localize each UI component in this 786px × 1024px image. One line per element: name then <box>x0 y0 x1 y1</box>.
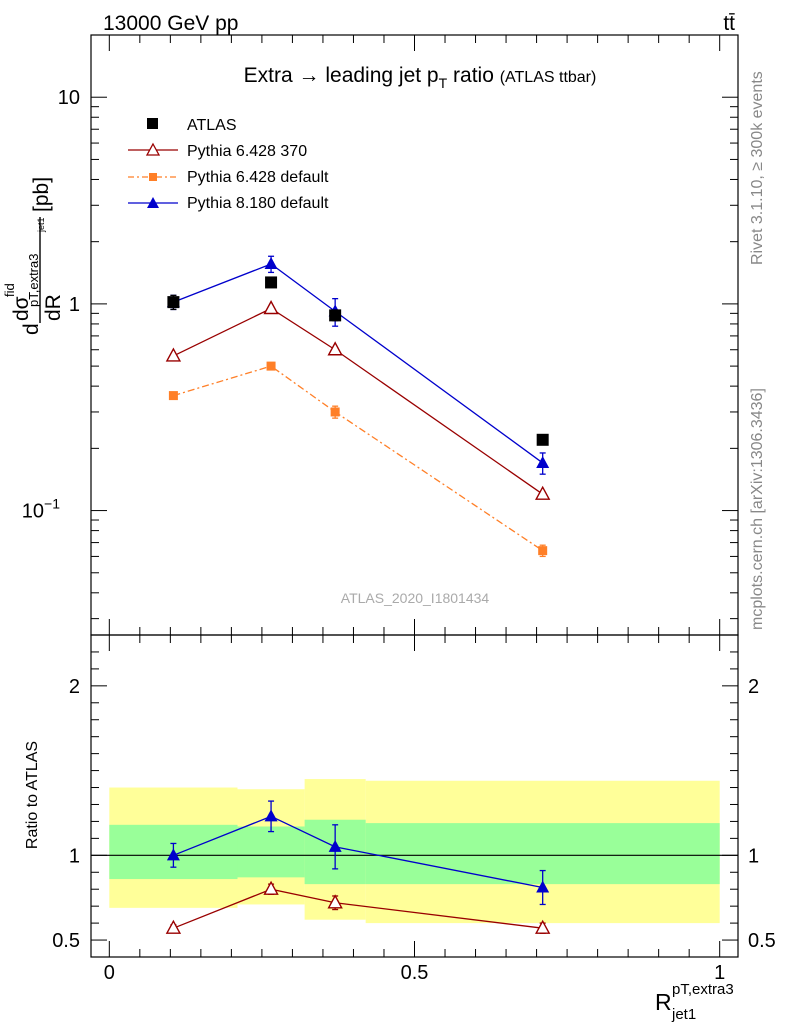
title-arrow: → <box>299 64 320 87</box>
ratio-point-pythia6_370 <box>535 919 551 934</box>
ratio-line-pythia8 <box>173 815 543 889</box>
main-point-atlas <box>265 276 278 289</box>
main-point-pythia8 <box>536 455 550 468</box>
ratio-point-pythia6_370 <box>263 880 279 895</box>
main-panel: 10 1 10−1 Extra → leading jet pT ratio (AT… <box>2 34 739 636</box>
main-point-pythia6_370 <box>535 485 551 500</box>
ratio-point-pythia8 <box>328 839 342 852</box>
ratio-axis-ticks: 0.5 0.5 1 1 2 2 0 0.5 1 <box>52 634 776 984</box>
title-part-ratio: ratio <box>453 64 494 87</box>
main-line-pythia8 <box>173 263 544 464</box>
title-small: (ATLAS ttbar) <box>500 69 597 86</box>
title-part-leading: leading jet p <box>325 64 438 87</box>
ylabel-fid: fid <box>2 283 17 297</box>
legend-entry-atlas: ATLAS <box>147 117 237 134</box>
main-point-atlas <box>167 296 180 309</box>
main-y-tick-label: 1 <box>69 294 80 316</box>
main-point-pythia6_370 <box>327 341 343 356</box>
main-point-pythia6_default <box>538 546 548 556</box>
ratio-panel: 0.5 0.5 1 1 2 2 0 0.5 1 Ratio to ATLAS R pT,extr… <box>24 634 776 1023</box>
x-tick-label: 0 <box>104 962 115 984</box>
title-part-extra: Extra <box>244 64 293 87</box>
main-point-atlas <box>329 309 342 322</box>
ratio-data-layer <box>91 779 738 934</box>
x-tick-label: 0.5 <box>401 962 429 984</box>
title-subscript: T <box>439 75 448 91</box>
ylabel-dR: dR <box>42 294 65 321</box>
ylabel-rsubsub: jet1 <box>36 217 46 233</box>
main-line-pythia6_370 <box>173 307 544 495</box>
ratio-y-tick-label-left: 1 <box>69 845 80 867</box>
main-point-pythia6_default <box>330 407 340 417</box>
ratio-y-tick-label-right: 1 <box>748 845 759 867</box>
legend-label-pythia6-default: Pythia 6.428 default <box>187 169 329 186</box>
legend-entry-pythia8: Pythia 8.180 default <box>128 195 329 212</box>
xlabel-sub: jet1 <box>671 1006 696 1023</box>
ratio-y-tick-label-left: 0.5 <box>52 930 80 952</box>
xlabel-R: R <box>655 989 672 1015</box>
legend: ATLAS Pythia 6.428 370 Pythia 6.428 defa… <box>128 117 329 212</box>
x-tick-label: 1 <box>714 962 725 984</box>
x-axis-label: R pT,extra3 jet1 <box>655 981 734 1023</box>
ylabel-dsigma: dσ <box>10 296 33 321</box>
analysis-watermark: ATLAS_2020_I1801434 <box>341 590 490 606</box>
legend-entry-pythia6-default: Pythia 6.428 default <box>128 169 329 186</box>
ratio-y-tick-label-right: 0.5 <box>748 930 776 952</box>
ratio-y-tick-label-left: 2 <box>69 676 80 698</box>
ylabel-unit: [pb] <box>30 177 53 212</box>
ratio-point-pythia6_370 <box>327 894 343 909</box>
main-line-pythia6_default <box>173 365 544 552</box>
main-axis-ticks: 10 1 10−1 <box>22 34 738 635</box>
legend-label-atlas: ATLAS <box>187 117 237 134</box>
legend-entry-pythia6-370: Pythia 6.428 370 <box>128 142 307 160</box>
main-y-tick-label: 10 <box>58 87 80 109</box>
main-data-layer <box>165 255 551 558</box>
legend-label-pythia6-370: Pythia 6.428 370 <box>187 143 307 160</box>
ylabel-rsub: pT,extra3 <box>26 254 41 307</box>
ratio-y-axis-label: Ratio to ATLAS <box>24 741 41 849</box>
main-point-atlas <box>536 433 549 446</box>
ratio-point-pythia8 <box>264 809 278 822</box>
header-energy-label: 13000 GeV pp <box>103 12 238 35</box>
ylabel-d: d <box>20 323 43 335</box>
main-point-pythia6_370 <box>263 300 279 315</box>
ratio-y-tick-label-right: 2 <box>748 676 759 698</box>
ratio-band-inner <box>237 826 305 878</box>
ratio-line-pythia6_370 <box>173 888 543 929</box>
header-process-label: tt̄ <box>723 12 735 35</box>
ratio-point-pythia8 <box>166 848 180 861</box>
mcplots-label: mcplots.cern.ch [arXiv:1306.3436] <box>749 388 766 630</box>
xlabel-sup: pT,extra3 <box>672 981 734 998</box>
ratio-point-pythia8 <box>536 880 550 893</box>
main-point-pythia8 <box>264 256 278 269</box>
ratio-point-pythia6_370 <box>165 919 182 934</box>
main-point-pythia6_default <box>266 361 276 371</box>
main-point-pythia6_370 <box>165 347 182 362</box>
legend-label-pythia8: Pythia 8.180 default <box>187 195 329 212</box>
rivet-version-label: Rivet 3.1.10, ≥ 300k events <box>749 71 766 265</box>
main-title: Extra → leading jet pT ratio (ATLAS ttba… <box>244 64 597 91</box>
main-y-tick-label: 10−1 <box>22 496 60 523</box>
main-point-pythia6_default <box>168 391 178 401</box>
main-y-axis-label: d dσ fid pT,extra3 jet1 dR [pb] <box>2 177 65 335</box>
